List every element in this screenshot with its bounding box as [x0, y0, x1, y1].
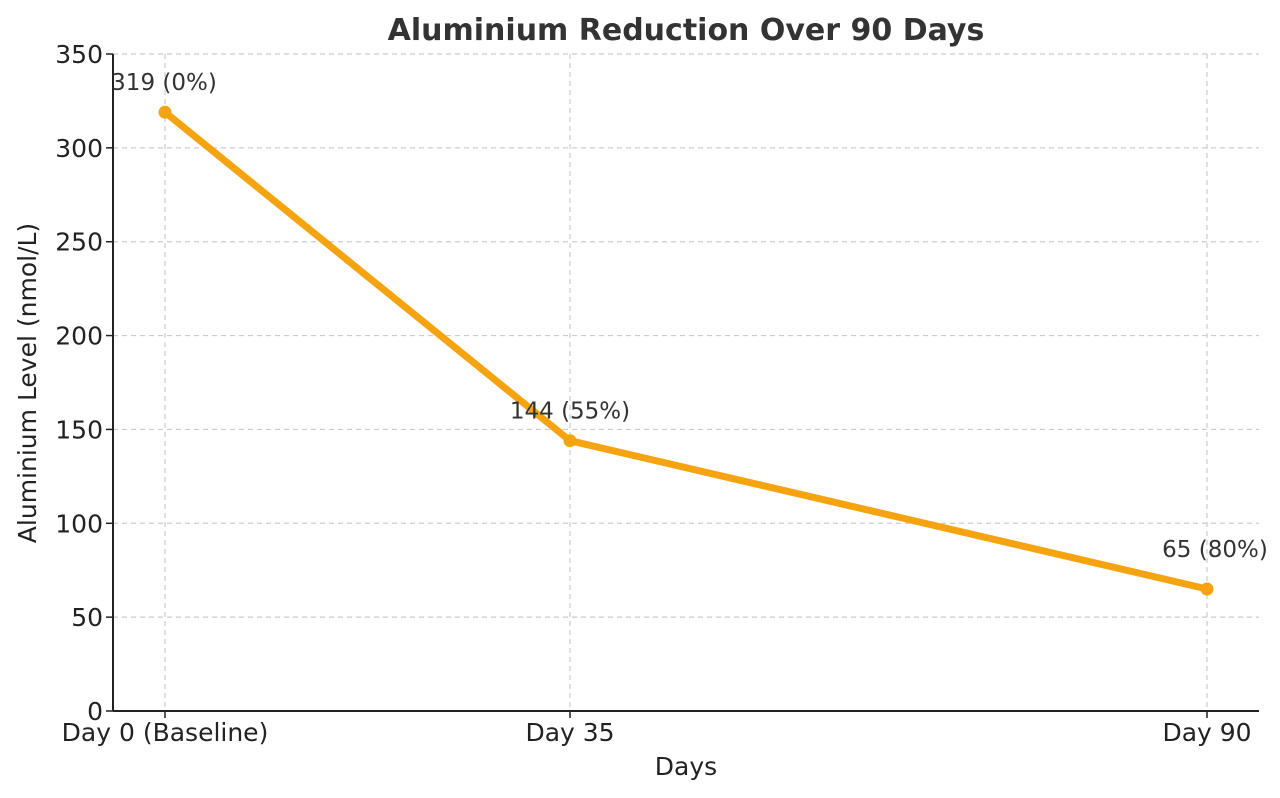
grid-layer	[113, 53, 1259, 711]
x-tick-label: Day 0 (Baseline)	[62, 718, 269, 747]
y-tick-label: 300	[55, 134, 103, 163]
series-line	[161, 108, 1211, 593]
y-tick-label: 250	[55, 228, 103, 257]
x-axis-label: Days	[655, 752, 717, 781]
y-tick-label: 100	[55, 509, 103, 538]
axes-layer	[112, 54, 1259, 712]
y-tick-label: 0	[87, 697, 103, 726]
data-label: 65 (80%)	[1162, 537, 1268, 563]
y-tick-label: 150	[55, 415, 103, 444]
data-label: 319 (0%)	[111, 70, 217, 96]
data-label: 144 (55%)	[510, 399, 630, 425]
ticks-layer: 0 50 100 150 200 250 300 350 Day 0 (Baseline) Day…	[55, 40, 1251, 747]
y-tick-label: 200	[55, 322, 103, 351]
data-point	[1200, 582, 1214, 596]
data-point	[158, 105, 172, 119]
data-point	[563, 434, 577, 448]
y-tick-label: 350	[55, 40, 103, 69]
y-axis-label: Aluminium Level (nmol/L)	[13, 223, 42, 543]
series-layer	[158, 105, 1214, 596]
x-tick-label: Day 35	[525, 718, 614, 747]
x-tick-label: Day 90	[1162, 718, 1251, 747]
chart-title: Aluminium Reduction Over 90 Days	[388, 13, 985, 48]
labels-layer: 319 (0%) 144 (55%) 65 (80%)	[111, 70, 1268, 563]
y-tick-label: 50	[71, 603, 103, 632]
